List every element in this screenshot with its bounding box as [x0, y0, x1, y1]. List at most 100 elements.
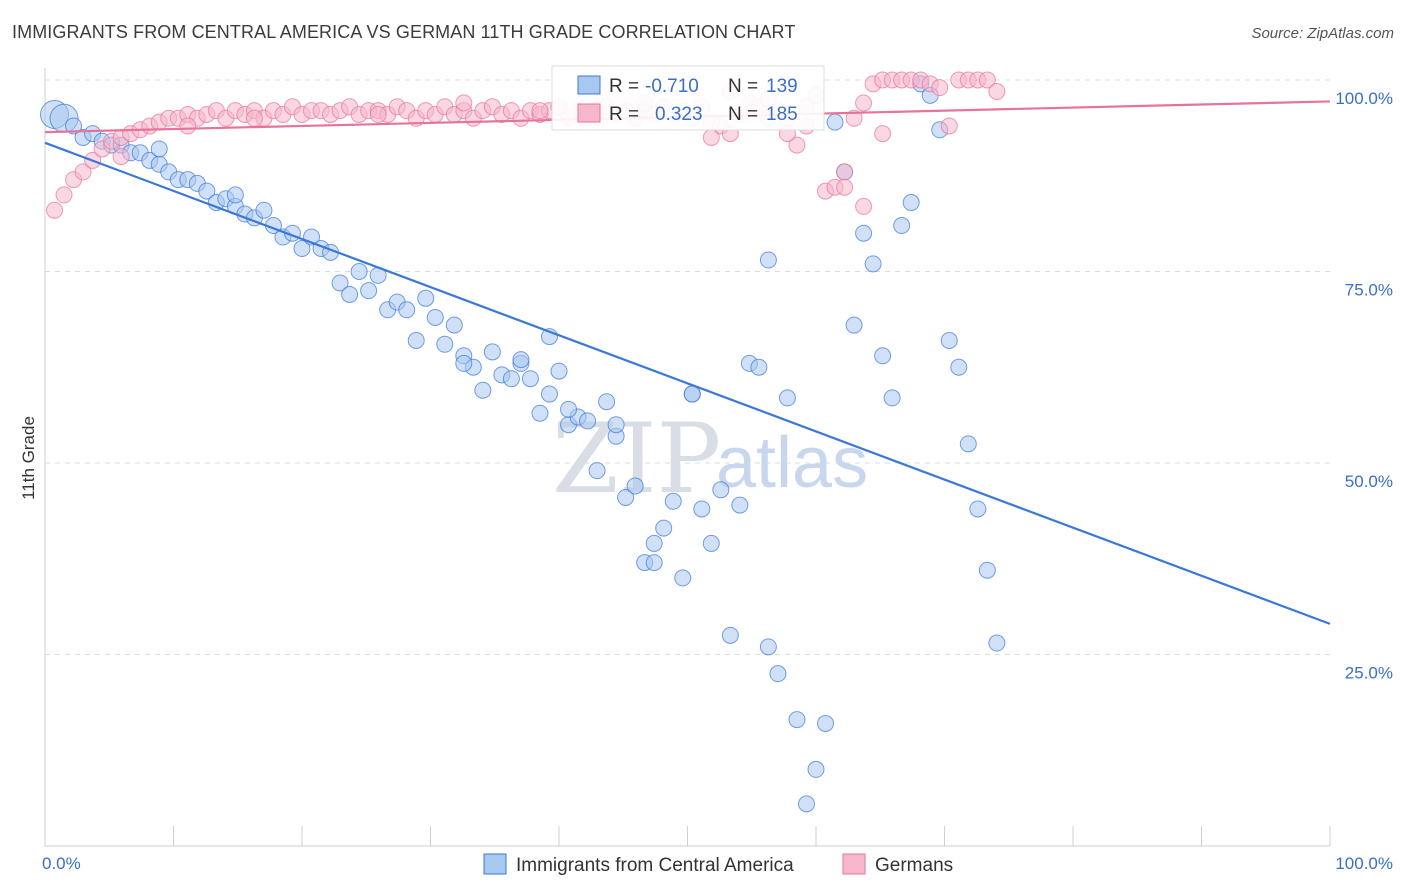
point-central-america-58 [598, 393, 616, 411]
point-germans-105 [531, 102, 549, 120]
point-germans-0 [46, 201, 64, 219]
stats-r-value-2: 0.323 [655, 104, 703, 125]
point-central-america-33 [360, 282, 378, 300]
point-central-america-52 [540, 385, 558, 403]
point-germans-107 [702, 128, 720, 146]
point-germans-104 [455, 94, 473, 112]
point-germans-84 [845, 109, 863, 127]
point-central-america-84 [845, 316, 863, 334]
stats-box: R = -0.710 N = 139 R = 0.323 N = 185 [551, 65, 825, 131]
point-central-america-79 [797, 795, 815, 813]
point-central-america-61 [626, 477, 644, 495]
point-central-america-80 [807, 760, 825, 778]
point-central-america-94 [940, 331, 958, 349]
point-central-america-32 [350, 263, 368, 280]
legend-label-pink: Germans [875, 855, 953, 876]
legend-swatch-blue [483, 853, 507, 875]
point-central-america-46 [483, 343, 501, 361]
legend-swatch-pink [842, 853, 866, 875]
stats-n-value-1: 139 [766, 76, 798, 97]
point-central-america-60 [617, 488, 635, 506]
point-central-america-99 [988, 634, 1006, 652]
legend: Immigrants from Central America Germans [483, 853, 953, 876]
point-central-america-101 [226, 186, 244, 204]
point-central-america-108 [759, 251, 777, 269]
point-central-america-26 [293, 240, 311, 258]
point-germans-114 [874, 125, 892, 143]
point-germans-94 [940, 117, 958, 135]
point-central-america-75 [759, 638, 777, 656]
y-axis-label: 11th Grade [19, 416, 38, 500]
data-points [40, 71, 1006, 813]
point-germans-103 [369, 105, 387, 123]
point-central-america-2 [65, 117, 83, 135]
point-germans-98 [978, 71, 996, 89]
point-central-america-96 [959, 435, 977, 453]
watermark: ZIP atlas [552, 403, 868, 515]
x-tick-label-1: 100.0% [1335, 854, 1393, 873]
point-central-america-97 [969, 500, 987, 518]
point-central-america-81 [817, 714, 835, 732]
y-tick-label-1: 50.0% [1345, 472, 1393, 491]
point-central-america-95 [950, 358, 968, 376]
point-germans-1 [55, 186, 73, 204]
stats-swatch-blue [577, 75, 601, 95]
point-central-america-90 [902, 194, 920, 212]
point-central-america-106 [645, 554, 663, 572]
point-germans-85 [855, 94, 873, 112]
point-central-america-57 [588, 462, 606, 480]
point-germans-102 [245, 109, 263, 127]
stats-r-label-1: R = [609, 76, 639, 97]
point-central-america-103 [512, 351, 530, 369]
point-central-america-48 [502, 370, 520, 388]
point-central-america-86 [864, 255, 882, 273]
point-central-america-104 [560, 400, 578, 418]
stats-n-label-2: N = [728, 104, 758, 125]
x-tick-label-0: 0.0% [42, 854, 81, 873]
point-central-america-42 [445, 316, 463, 334]
point-germans-3 [74, 163, 92, 181]
point-central-america-85 [855, 224, 873, 242]
grid-lines [45, 79, 1330, 655]
chart-title: IMMIGRANTS FROM CENTRAL AMERICA VS GERMA… [12, 22, 796, 42]
stats-r-value-1: -0.710 [645, 76, 699, 97]
point-central-america-82 [826, 113, 844, 131]
point-central-america-22 [255, 201, 273, 219]
y-tick-labels: 25.0% 50.0% 75.0% 100.0% [1335, 89, 1393, 683]
point-germans-100 [112, 148, 130, 166]
point-central-america-39 [417, 289, 435, 307]
point-central-america-56 [579, 412, 597, 430]
point-germans-99 [988, 82, 1006, 100]
point-central-america-65 [664, 492, 682, 510]
chart-source: Source: ZipAtlas.com [1251, 25, 1394, 42]
stats-n-label-1: N = [728, 76, 758, 97]
point-germans-78 [788, 136, 806, 154]
point-central-america-77 [778, 389, 796, 407]
point-central-america-38 [407, 331, 425, 349]
point-central-america-69 [702, 534, 720, 552]
point-central-america-45 [474, 381, 492, 399]
point-central-america-89 [893, 217, 911, 235]
point-germans-113 [855, 197, 873, 215]
point-central-america-78 [788, 711, 806, 729]
x-tick-labels: 0.0% 100.0% [42, 854, 1393, 873]
point-central-america-31 [341, 285, 359, 303]
point-central-america-41 [436, 335, 454, 353]
point-germans-83 [836, 163, 854, 181]
point-central-america-100 [150, 140, 168, 158]
point-central-america-40 [426, 308, 444, 326]
point-central-america-37 [398, 301, 416, 319]
stats-swatch-pink [577, 103, 601, 123]
legend-label-blue: Immigrants from Central America [516, 855, 794, 876]
point-central-america-66 [674, 569, 692, 587]
y-tick-label-3: 100.0% [1335, 89, 1393, 108]
point-central-america-72 [731, 496, 749, 514]
y-tick-label-2: 75.0% [1345, 281, 1393, 300]
stats-r-label-2: R = [609, 104, 639, 125]
point-central-america-63 [645, 534, 663, 552]
point-germans-93 [931, 79, 949, 97]
point-central-america-98 [978, 561, 996, 579]
point-central-america-16 [198, 182, 216, 200]
point-central-america-68 [693, 500, 711, 518]
